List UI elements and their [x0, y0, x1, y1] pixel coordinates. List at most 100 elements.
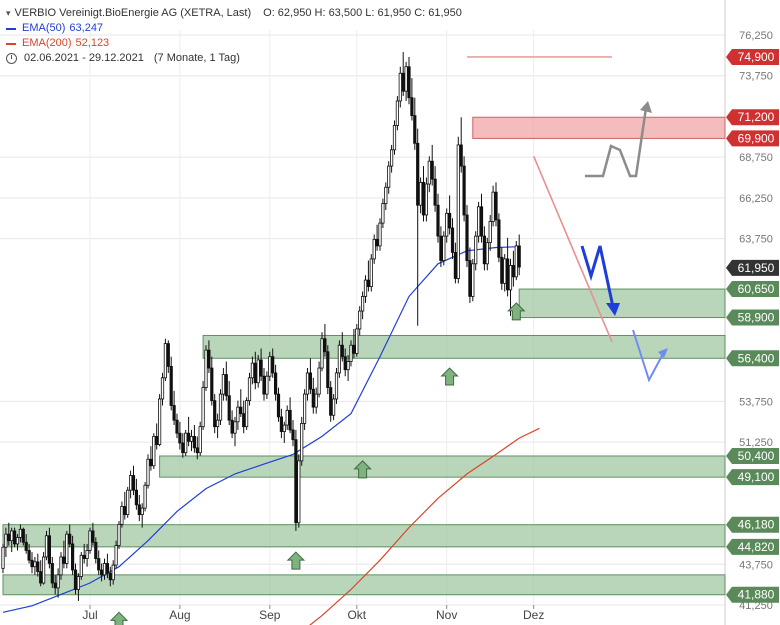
candle	[97, 558, 101, 571]
candle	[236, 406, 240, 423]
price-tag-label: 58,900	[738, 311, 775, 325]
candle	[233, 421, 237, 434]
x-axis: Jul Aug Sep Okt Nov Dez	[82, 605, 544, 622]
price-tag-label: 41,880	[738, 588, 775, 602]
candle	[210, 367, 214, 402]
price-tag	[726, 469, 779, 486]
candle	[146, 458, 150, 486]
candle	[85, 550, 89, 559]
candle	[198, 426, 202, 454]
ema200-series	[309, 427, 540, 625]
candle	[105, 563, 109, 574]
arrowhead-icon	[640, 101, 652, 113]
price-tag-label: 49,100	[738, 470, 775, 484]
green-zone	[2, 574, 726, 596]
candle	[224, 374, 228, 397]
price-tag-label: 44,820	[738, 540, 775, 554]
candle	[163, 343, 167, 379]
candle	[166, 343, 170, 367]
candle	[430, 160, 434, 180]
candle	[308, 372, 313, 390]
support-resistance-zones	[2, 116, 726, 596]
price-tag-label: 56,400	[738, 351, 775, 365]
y-tick-label: 43,750	[739, 559, 773, 571]
candle	[10, 530, 14, 542]
rebound-scenario-arrow	[632, 329, 665, 383]
candle	[320, 338, 324, 369]
candle	[56, 574, 60, 589]
y-tick-label: 76,250	[739, 30, 773, 42]
candle	[378, 222, 382, 247]
candle	[76, 576, 80, 590]
candle	[123, 506, 127, 516]
candle	[4, 533, 8, 548]
candle	[27, 550, 31, 561]
candle	[143, 484, 147, 509]
candle	[195, 447, 199, 454]
x-tick-label: Jul	[82, 608, 97, 622]
candle	[433, 178, 437, 206]
scenario-arrows	[580, 101, 668, 383]
legend-period: 02.06.2021 - 29.12.2021 (7 Monate, 1 Tag…	[6, 51, 462, 66]
candle	[184, 432, 188, 454]
candle	[447, 212, 452, 229]
price-tag	[726, 447, 779, 464]
candle	[88, 530, 92, 551]
up-arrow-icon	[109, 611, 129, 625]
candle	[24, 541, 28, 551]
candle	[410, 97, 414, 117]
candle	[471, 263, 475, 297]
candle	[140, 507, 144, 516]
candle	[262, 375, 266, 395]
candle	[326, 351, 330, 388]
candle	[436, 204, 440, 237]
red-zone	[472, 116, 726, 139]
candle	[71, 543, 75, 571]
candle	[511, 265, 516, 278]
chevron-down-icon[interactable]: ▾	[6, 8, 11, 18]
candle	[100, 569, 104, 576]
candle	[239, 406, 243, 415]
price-tag-label: 69,900	[738, 131, 775, 145]
candle	[131, 475, 136, 491]
price-tag	[726, 259, 779, 276]
candle	[392, 124, 397, 151]
candle	[413, 115, 417, 144]
candle	[276, 393, 281, 418]
y-tick-label: 41,250	[739, 600, 773, 612]
candle	[65, 533, 69, 564]
candle	[445, 212, 449, 237]
candle	[256, 359, 260, 384]
candle	[389, 149, 394, 167]
legend-ema50: EMA(50) 63,247	[6, 21, 462, 36]
candle	[114, 545, 118, 566]
bullish-scenario-arrow	[585, 107, 648, 178]
candle	[250, 362, 254, 379]
candle	[91, 530, 95, 543]
candle	[305, 372, 310, 395]
candle	[181, 442, 185, 454]
candle	[355, 328, 359, 354]
x-tick-label: Nov	[436, 608, 457, 622]
candle	[192, 436, 196, 449]
candle	[134, 489, 138, 506]
candle	[36, 561, 40, 573]
candle	[482, 235, 487, 265]
candle	[268, 356, 272, 377]
candle	[401, 72, 405, 92]
y-tick-label: 53,750	[739, 396, 773, 408]
candle	[47, 535, 52, 564]
candle	[201, 387, 205, 428]
clock-icon	[6, 53, 17, 64]
y-tick-label: 51,250	[739, 437, 773, 449]
candle	[331, 398, 336, 416]
candle	[442, 235, 446, 261]
candle	[343, 356, 347, 371]
candle	[381, 203, 385, 224]
candle	[366, 279, 371, 288]
candle	[73, 569, 78, 590]
candle	[317, 367, 321, 395]
candle	[189, 436, 194, 442]
price-tag	[726, 130, 779, 147]
green-zone	[2, 524, 726, 548]
